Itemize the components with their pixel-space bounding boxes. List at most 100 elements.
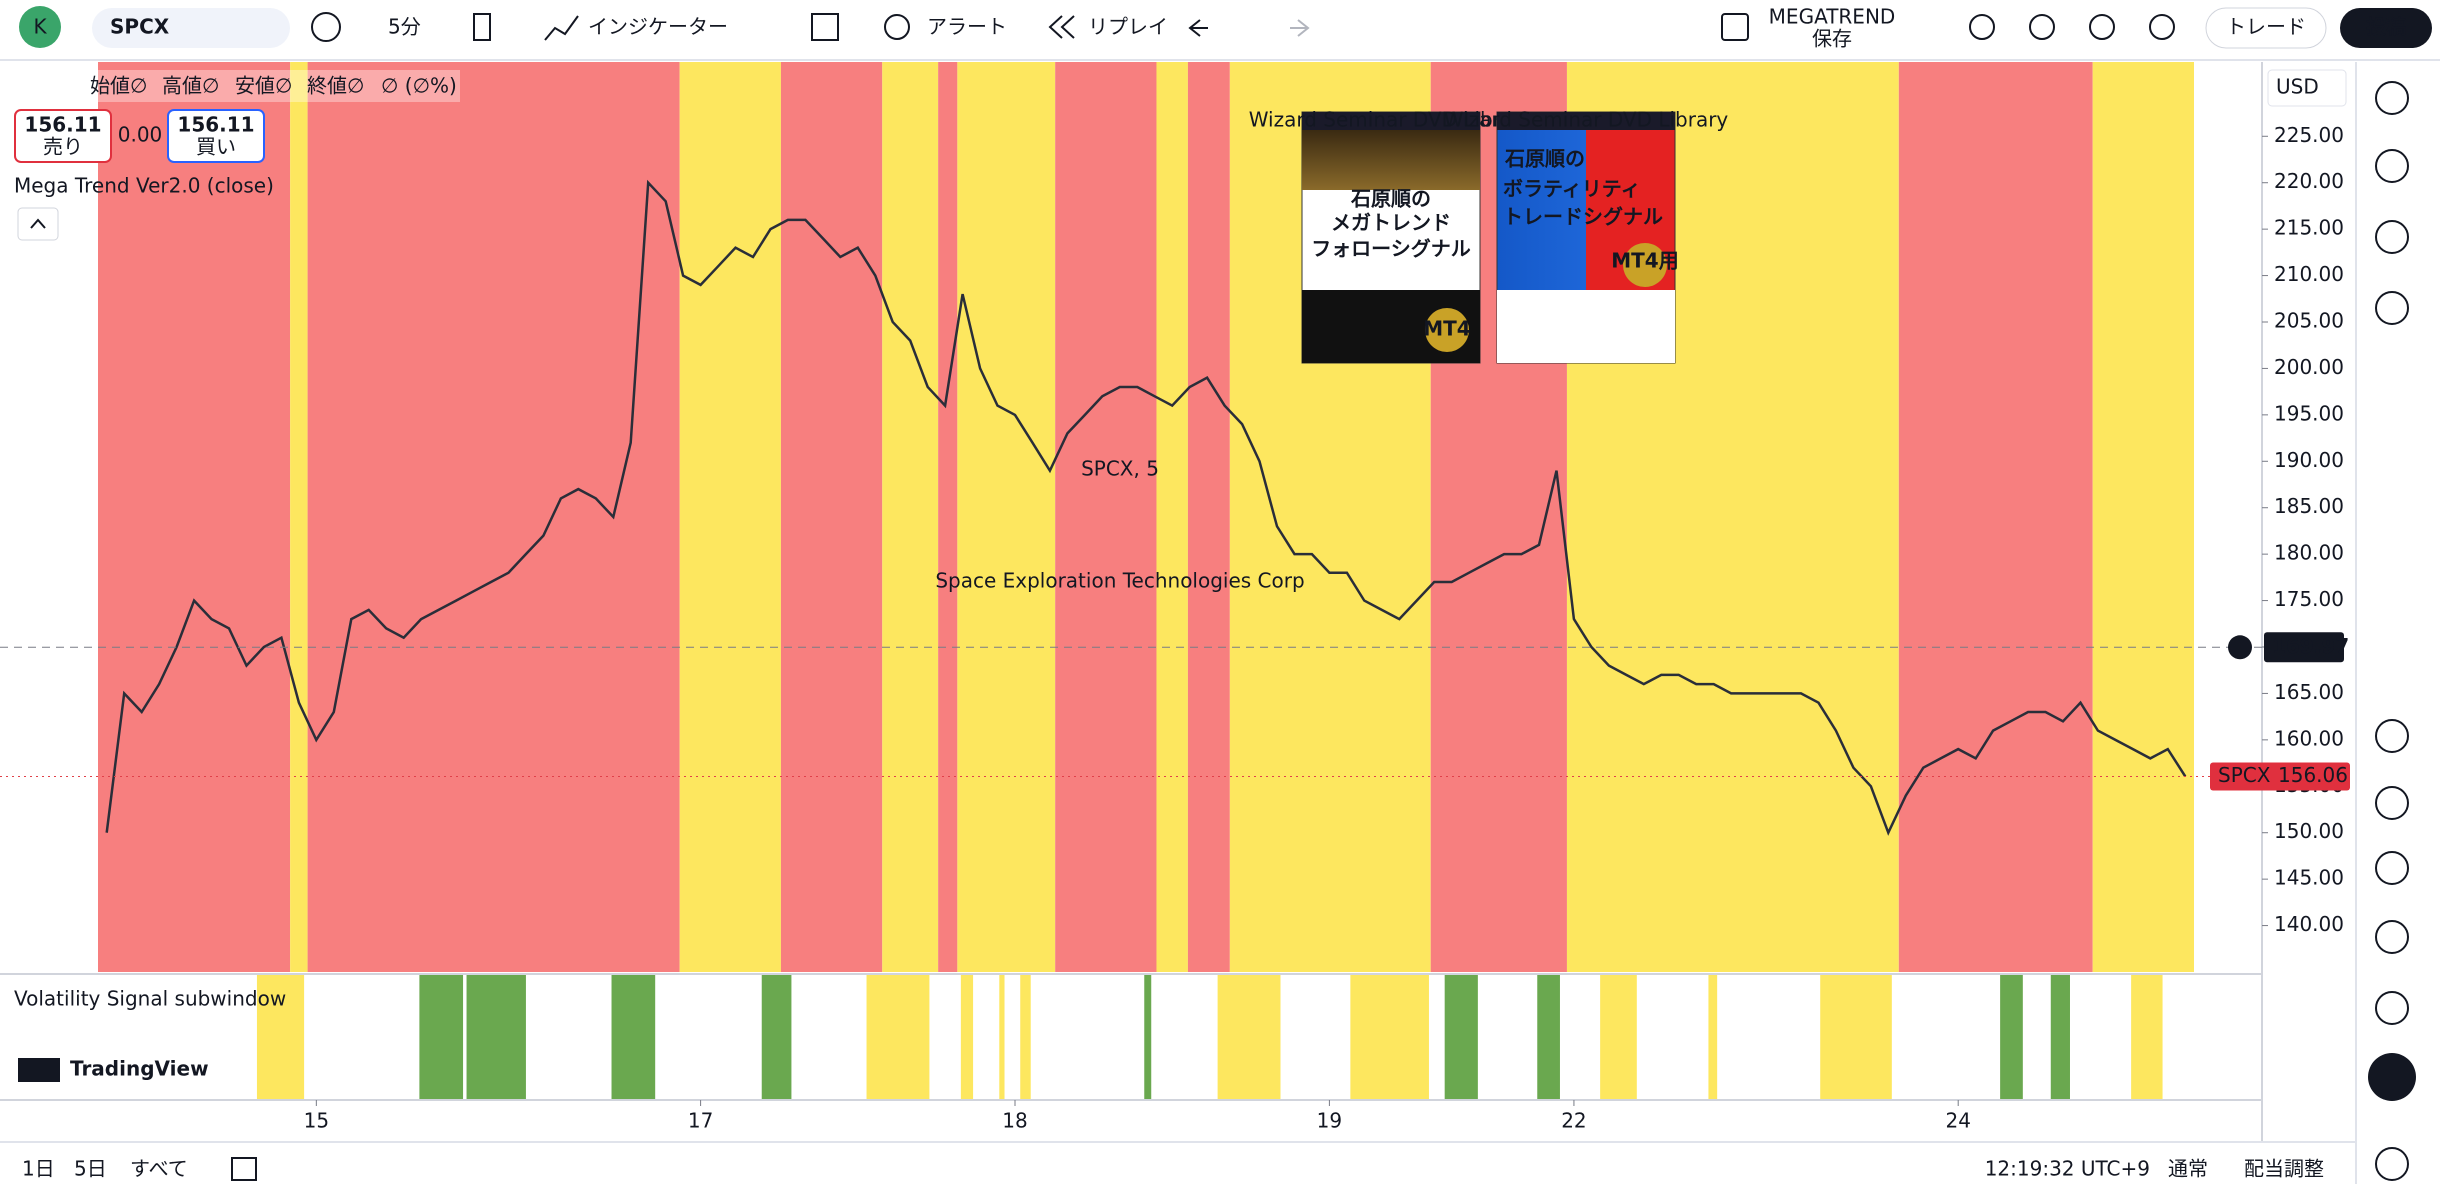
logo: TradingView: [70, 1057, 209, 1081]
legend-open: 始値∅: [90, 74, 147, 98]
page: SPCX chart html,body{margin:0;padding:0;…: [0, 0, 2440, 1184]
legend-toggle[interactable]: [16, 78, 70, 96]
y-tick-label: 205.00: [2274, 309, 2344, 333]
volatility-span: [999, 975, 1004, 1100]
x-tick-label: 15: [304, 1109, 329, 1133]
trend-region: [957, 62, 1055, 972]
volatility-span: [1537, 975, 1560, 1100]
trend-region: [2093, 62, 2194, 972]
crosshair-price: 169.97: [2272, 634, 2349, 658]
volatility-span: [1144, 975, 1151, 1100]
trend-region: [1899, 62, 2093, 972]
sell-label: 売り: [43, 135, 83, 159]
y-tick-label: 160.00: [2274, 726, 2344, 750]
volatility-span: [2051, 975, 2070, 1100]
trend-region: [781, 62, 882, 972]
volatility-span: [1820, 975, 1892, 1100]
trend-region: [680, 62, 781, 972]
range-5d[interactable]: 5日: [74, 1157, 107, 1181]
buy-label: 買い: [196, 135, 236, 159]
body: {"toolbar":{"avatar":"K","symbol":"SPCX"…: [0, 0, 2440, 1184]
volatility-span: [1020, 975, 1030, 1100]
alerts[interactable]: アラート: [927, 15, 1007, 39]
last-price-symbol: SPCX: [2218, 763, 2271, 787]
trend-region: [882, 62, 938, 972]
y-tick-label: 180.00: [2274, 541, 2344, 565]
toolbar: [0, 0, 2440, 60]
y-tick-label: 145.00: [2274, 866, 2344, 890]
adjust[interactable]: 配当調整: [2244, 1157, 2324, 1181]
screen: SPCX, 5 Space Exploration Technologies Co…: [0, 0, 2440, 1184]
volatility-span: [2131, 975, 2162, 1100]
apps-button[interactable]: [2368, 1053, 2416, 1101]
y-tick-label: 210.00: [2274, 262, 2344, 286]
volatility-span: [612, 975, 656, 1100]
legend-change: ∅ (∅%): [381, 74, 457, 98]
publish: 投稿: [2366, 15, 2406, 39]
sidebar: [2356, 62, 2440, 1184]
ad-title: メガトレンド: [1331, 211, 1451, 235]
volatility-span: [1445, 975, 1478, 1100]
legend-close: 終値∅: [307, 74, 364, 98]
volatility-span: [2000, 975, 2023, 1100]
volatility-span: [1350, 975, 1429, 1100]
volatility-span: [867, 975, 930, 1100]
symbol: SPCX: [110, 15, 170, 39]
y-tick-label: 220.00: [2274, 169, 2344, 193]
ad-author: 石原順の: [1350, 187, 1431, 211]
volatility-span: [762, 975, 792, 1100]
trend-region: [938, 62, 957, 972]
ad-series: Wizard Seminar DVD Library: [1444, 108, 1729, 132]
y-tick-label: 215.00: [2274, 216, 2344, 240]
y-tick-label: 175.00: [2274, 587, 2344, 611]
ad-title: トレードシグナル: [1503, 205, 1663, 229]
legend-low: 安値∅: [235, 74, 292, 98]
currency: USD: [2276, 75, 2319, 99]
trend-region: [308, 62, 680, 972]
x-tick-label: 24: [1945, 1109, 1970, 1133]
session[interactable]: 通常: [2168, 1157, 2208, 1181]
legend-high: 高値∅: [162, 74, 219, 98]
trend-region: [1156, 62, 1187, 972]
spread: 0.00: [118, 123, 163, 147]
x-tick-label: 22: [1561, 1109, 1586, 1133]
watermark-symbol: SPCX, 5: [1081, 457, 1159, 481]
y-tick-label: 150.00: [2274, 819, 2344, 843]
ad-badge-text: MT4: [1423, 317, 1470, 341]
ad-badge-text: MT4用: [1611, 249, 1678, 273]
range-1d[interactable]: 1日: [22, 1157, 55, 1181]
y-tick-label: 140.00: [2274, 912, 2344, 936]
x-tick-label: 17: [688, 1109, 713, 1133]
trade: トレード: [2226, 15, 2306, 39]
x-tick-label: 18: [1002, 1109, 1027, 1133]
volatility-span: [467, 975, 526, 1100]
indicators[interactable]: インジケーター: [588, 15, 728, 39]
trend-region: [1188, 62, 1230, 972]
ad-footer: [1497, 290, 1675, 363]
volatility-span: [1218, 975, 1281, 1100]
last-price-value: 156.06: [2278, 763, 2348, 787]
replay[interactable]: リプレイ: [1088, 15, 1168, 39]
crosshair-add[interactable]: [2228, 635, 2252, 659]
y-tick-label: 225.00: [2274, 123, 2344, 147]
ad-title: ボラティリティ: [1503, 177, 1641, 201]
clock: 12:19:32 UTC+9: [1985, 1157, 2150, 1181]
y-tick-label: 190.00: [2274, 448, 2344, 472]
ad-title: フォローシグナル: [1311, 237, 1471, 261]
trend-region: [290, 62, 307, 972]
ad-photo: [1302, 130, 1480, 190]
interval[interactable]: 5分: [388, 15, 421, 39]
indicator-name: Mega Trend Ver2.0 (close): [14, 174, 274, 198]
range-all[interactable]: すべて: [130, 1157, 188, 1181]
x-tick-label: 19: [1317, 1109, 1342, 1133]
logo-mark: [18, 1058, 60, 1082]
sell-price: 156.11: [24, 113, 101, 137]
watermark-name: Space Exploration Technologies Corp: [935, 569, 1304, 593]
layout-status: 保存: [1812, 27, 1852, 51]
trend-region: [98, 62, 290, 972]
subwindow-name: Volatility Signal subwindow: [14, 987, 286, 1011]
calendar-icon[interactable]: [232, 1158, 256, 1180]
layout-name[interactable]: MEGATREND: [1769, 5, 1896, 29]
collapse-button[interactable]: [18, 208, 58, 240]
ad-author: 石原順の: [1504, 147, 1585, 171]
